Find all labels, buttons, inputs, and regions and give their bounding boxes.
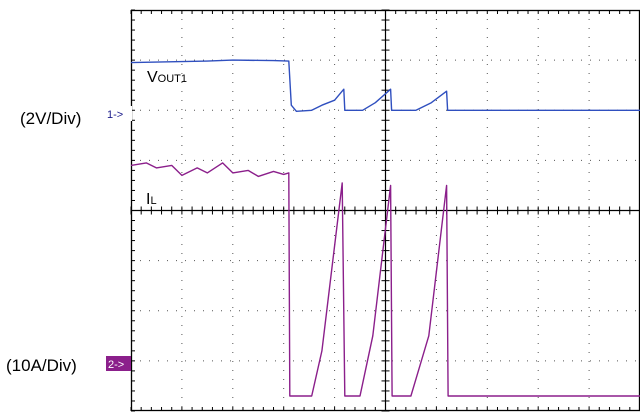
vout1-label-main: V	[147, 69, 158, 86]
ch2-marker: 2->	[108, 359, 124, 371]
ch2-scale-label: (10A/Div)	[6, 356, 77, 375]
il-label-sub: L	[150, 195, 156, 207]
ch1-marker: 1->	[107, 109, 123, 121]
ch1-scale-label: (2V/Div)	[20, 109, 81, 128]
vout1-trace-label: VOUT1	[147, 69, 187, 86]
ch2-marker-box	[106, 356, 131, 371]
vout1-trace	[130, 59, 640, 112]
il-label-main: I	[146, 191, 150, 208]
vout1-label-sub: OUT1	[158, 73, 187, 85]
il-trace	[130, 162, 640, 397]
chart-grid	[130, 9, 640, 412]
chart-traces	[130, 59, 640, 397]
il-trace-label: IL	[146, 191, 157, 208]
ch1-marker-box	[106, 106, 132, 121]
